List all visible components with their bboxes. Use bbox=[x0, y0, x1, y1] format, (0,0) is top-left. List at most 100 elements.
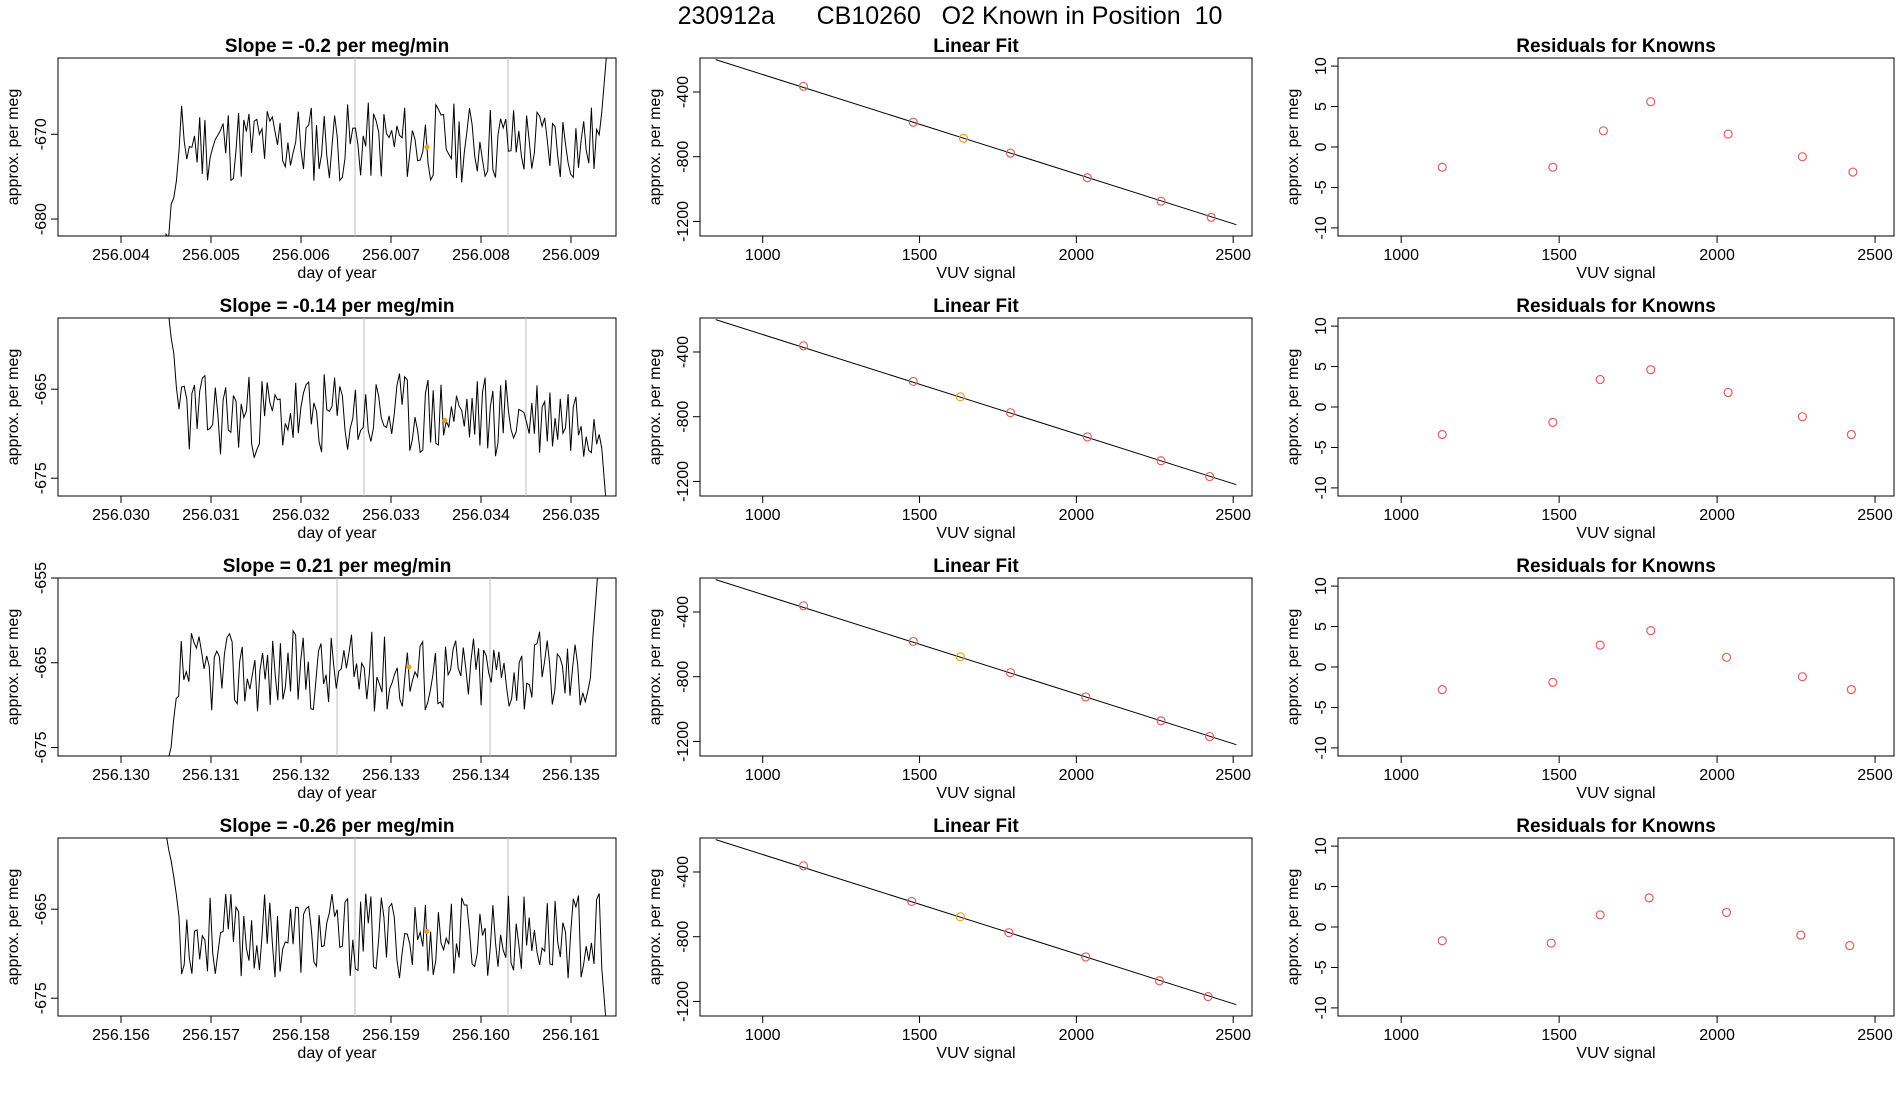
r2-resid-ytick-label: 5 bbox=[1313, 362, 1330, 371]
r3-fit-plot-frame bbox=[699, 577, 1253, 757]
r1-fit-fit-line bbox=[715, 59, 1237, 226]
r2-resid-xlabel: VUV signal bbox=[1576, 525, 1655, 542]
r4-fit-plot-frame bbox=[699, 837, 1253, 1017]
r3-fit-fit-line bbox=[715, 579, 1237, 746]
r3-resid-plot-frame bbox=[1337, 577, 1895, 757]
r2-fit-data-point bbox=[908, 376, 918, 387]
r4-series-plot-area bbox=[166, 838, 607, 1016]
r4-fit-xtick-label: 2000 bbox=[1059, 1027, 1095, 1044]
r3-resid-xlabel: VUV signal bbox=[1576, 785, 1655, 802]
r1-resid-data-point bbox=[1548, 162, 1558, 172]
r2-series-xtick-label: 256.030 bbox=[92, 507, 150, 524]
r3-fit-title: Linear Fit bbox=[933, 556, 1019, 577]
r4-series-ylabel: approx. per meg bbox=[5, 869, 22, 986]
r4-series-xtick-label: 256.156 bbox=[92, 1027, 150, 1044]
r3-series-xtick-label: 256.133 bbox=[362, 767, 420, 784]
r3-resid-xtick-label: 1000 bbox=[1383, 767, 1419, 784]
r1-series-xtick-label: 256.005 bbox=[182, 247, 240, 264]
r3-series-xtick-label: 256.130 bbox=[92, 767, 150, 784]
r1-resid-xtick-label: 2500 bbox=[1857, 247, 1893, 264]
r3-fit-xtick-label: 2500 bbox=[1215, 767, 1251, 784]
r1-fit-data-point bbox=[1156, 196, 1166, 206]
r3-resid-data-point bbox=[1548, 677, 1558, 687]
r4-resid-xlabel: VUV signal bbox=[1576, 1045, 1655, 1062]
r4-series-xtick-label: 256.161 bbox=[542, 1027, 600, 1044]
r3-resid-xtick-label: 2000 bbox=[1699, 767, 1735, 784]
r3-series-title: Slope = 0.21 per meg/min bbox=[223, 556, 452, 577]
r2-fit-plot-frame bbox=[699, 317, 1253, 497]
r4-fit-data-point bbox=[1154, 976, 1165, 986]
r3-resid-xtick-label: 2500 bbox=[1857, 767, 1893, 784]
r1-resid-xtick-label: 2000 bbox=[1699, 247, 1735, 264]
r2-fit-ytick-label: -1200 bbox=[675, 461, 692, 502]
r2-series-xtick-label: 256.035 bbox=[542, 507, 600, 524]
r2-resid-data-point bbox=[1595, 374, 1605, 385]
r2-resid-ytick-label: -5 bbox=[1313, 440, 1330, 454]
r2-resid-data-point bbox=[1846, 429, 1856, 440]
r1-series-ylabel: approx. per meg bbox=[5, 89, 22, 206]
r3-resid-xtick-label: 1500 bbox=[1541, 767, 1577, 784]
r1-resid-ytick-label: 5 bbox=[1313, 102, 1330, 111]
r1-fit-ytick-label: -1200 bbox=[675, 201, 692, 242]
r4-fit-data-point bbox=[907, 896, 917, 907]
r2-fit-data-point bbox=[798, 341, 809, 351]
r4-fit-data-point bbox=[1004, 928, 1014, 938]
r1-series-xtick-label: 256.006 bbox=[272, 247, 330, 264]
r1-resid-plot-area bbox=[1437, 97, 1858, 177]
r1-resid-ytick-label: -5 bbox=[1313, 180, 1330, 194]
r2-fit-ytick-label: -800 bbox=[675, 401, 692, 433]
r2-resid-data-point bbox=[1548, 417, 1558, 427]
r1-fit-xtick-label: 2000 bbox=[1059, 247, 1095, 264]
r3-fit-data-point bbox=[1205, 731, 1215, 742]
r1-series-xtick-label: 256.009 bbox=[542, 247, 600, 264]
r1-resid-plot-frame bbox=[1337, 57, 1895, 237]
r4-fit-title: Linear Fit bbox=[933, 816, 1019, 837]
r1-resid-ylabel: approx. per meg bbox=[1285, 89, 1302, 206]
r3-series-xtick-label: 256.132 bbox=[272, 767, 330, 784]
r4-resid-data-point bbox=[1546, 938, 1556, 948]
r2-fit-xlabel: VUV signal bbox=[936, 525, 1015, 542]
r3-series-ytick-label: -665 bbox=[33, 647, 50, 679]
r4-fit-ytick-label: -400 bbox=[675, 856, 692, 888]
r1-fit-data-point bbox=[1005, 148, 1016, 158]
r3-resid-data-point bbox=[1646, 625, 1656, 636]
r1-fit-data-point bbox=[1206, 212, 1216, 222]
r4-resid-ytick-label: -10 bbox=[1313, 996, 1330, 1019]
r2-series-xtick-label: 256.033 bbox=[362, 507, 420, 524]
r4-resid-xtick-label: 2000 bbox=[1699, 1027, 1735, 1044]
r1-series-xtick-label: 256.008 bbox=[452, 247, 510, 264]
r3-resid-ytick-label: -5 bbox=[1313, 700, 1330, 714]
r4-resid-ytick-label: 5 bbox=[1313, 882, 1330, 891]
r4-series-xtick-label: 256.160 bbox=[452, 1027, 510, 1044]
r3-resid-ytick-label: 0 bbox=[1313, 662, 1330, 671]
r1-fit-plot-frame bbox=[699, 57, 1253, 237]
r2-resid-ylabel: approx. per meg bbox=[1285, 349, 1302, 466]
r2-fit-data-point bbox=[1005, 408, 1016, 418]
r2-resid-data-point bbox=[1437, 429, 1447, 440]
r4-fit-fit-line bbox=[715, 839, 1237, 1006]
r2-resid-ytick-label: 0 bbox=[1313, 402, 1330, 411]
r1-resid-ytick-label: 0 bbox=[1313, 142, 1330, 151]
r1-resid-title: Residuals for Knowns bbox=[1516, 36, 1716, 57]
r4-resid-xtick-label: 1500 bbox=[1541, 1027, 1577, 1044]
r1-resid-ytick-label: 10 bbox=[1313, 57, 1330, 75]
page-title: 230912a CB10260 O2 Known in Position 10 bbox=[677, 2, 1223, 30]
r1-fit-ytick-label: -800 bbox=[675, 141, 692, 173]
r3-series-mean-marker bbox=[406, 664, 412, 670]
r2-fit-xtick-label: 1500 bbox=[902, 507, 938, 524]
r3-series-ytick-label: -675 bbox=[33, 731, 50, 763]
r2-series-xtick-label: 256.031 bbox=[182, 507, 240, 524]
r1-series-ytick-label: -680 bbox=[33, 203, 50, 235]
r3-series-ytick-label: -655 bbox=[33, 562, 50, 594]
r1-series-series-line bbox=[165, 58, 607, 236]
r1-resid-data-point bbox=[1797, 152, 1807, 162]
r3-fit-data-point bbox=[1005, 668, 1016, 678]
r4-fit-ytick-label: -1200 bbox=[675, 981, 692, 1022]
r4-series-mean-marker bbox=[424, 928, 430, 934]
r2-resid-data-point bbox=[1646, 365, 1656, 375]
r4-fit-xtick-label: 2500 bbox=[1215, 1027, 1251, 1044]
r3-resid-plot-area bbox=[1437, 625, 1856, 695]
r3-fit-xtick-label: 1500 bbox=[902, 767, 938, 784]
r4-series-series-line bbox=[166, 838, 607, 1016]
